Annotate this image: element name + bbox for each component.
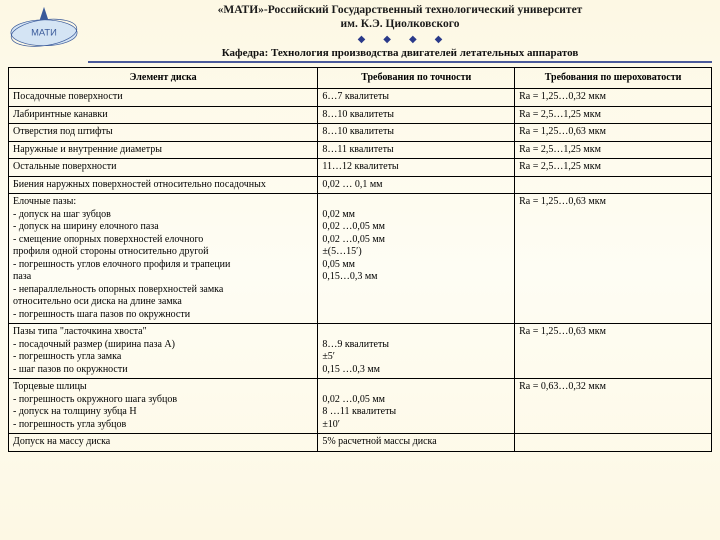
requirements-table: Элемент диска Требования по точности Тре… (8, 67, 712, 452)
department-name: Кафедра: Технология производства двигате… (88, 47, 712, 59)
table-cell: Биения наружных поверхностей относительн… (9, 176, 318, 194)
table-cell: Ra = 2,5…1,25 мкм (515, 159, 712, 177)
table-cell: Посадочные поверхности (9, 89, 318, 107)
table-row: Допуск на массу диска5% расчетной массы … (9, 434, 712, 452)
table-cell: 0,02 … 0,1 мм (318, 176, 515, 194)
table-cell: 8…9 квалитеты ±5′ 0,15 …0,3 мм (318, 324, 515, 379)
table-cell: 11…12 квалитеты (318, 159, 515, 177)
col-element: Элемент диска (9, 67, 318, 89)
logo-text: МАТИ (31, 28, 57, 38)
table-cell: Ra = 0,63…0,32 мкм (515, 379, 712, 434)
table-row: Посадочные поверхности6…7 квалитетыRa = … (9, 89, 712, 107)
table-cell: 6…7 квалитеты (318, 89, 515, 107)
table-cell: Отверстия под штифты (9, 124, 318, 142)
table-row: Отверстия под штифты8…10 квалитетыRa = 1… (9, 124, 712, 142)
col-precision: Требования по точности (318, 67, 515, 89)
table-cell (515, 176, 712, 194)
table-row: Елочные пазы: - допуск на шаг зубцов - д… (9, 194, 712, 324)
page-header: МАТИ «МАТИ»-Российский Государственный т… (0, 0, 720, 61)
decorative-diamonds: ◆◆◆◆ (106, 34, 712, 45)
university-name: «МАТИ»-Российский Государственный технол… (88, 4, 712, 32)
table-header-row: Элемент диска Требования по точности Тре… (9, 67, 712, 89)
header-text-block: «МАТИ»-Российский Государственный технол… (88, 4, 712, 59)
table-cell: 8…10 квалитеты (318, 124, 515, 142)
table-row: Наружные и внутренние диаметры8…11 квали… (9, 141, 712, 159)
table-cell: 8…11 квалитеты (318, 141, 515, 159)
table-cell: Остальные поверхности (9, 159, 318, 177)
table-cell: Торцевые шлицы - погрешность окружного ш… (9, 379, 318, 434)
col-roughness: Требования по шероховатости (515, 67, 712, 89)
table-cell: Ra = 2,5…1,25 мкм (515, 141, 712, 159)
table-cell: 0,02 мм 0,02 …0,05 мм 0,02 …0,05 мм ±(5…… (318, 194, 515, 324)
table-cell (515, 434, 712, 452)
table-row: Биения наружных поверхностей относительн… (9, 176, 712, 194)
table-cell: Ra = 1,25…0,63 мкм (515, 324, 712, 379)
table-cell: Лабиринтные канавки (9, 106, 318, 124)
table-cell: Наружные и внутренние диаметры (9, 141, 318, 159)
table-row: Пазы типа "ласточкина хвоста" - посадочн… (9, 324, 712, 379)
table-cell: Елочные пазы: - допуск на шаг зубцов - д… (9, 194, 318, 324)
header-rule (88, 61, 712, 63)
table-cell: Ra = 1,25…0,32 мкм (515, 89, 712, 107)
table-cell: 0,02 …0,05 мм 8 …11 квалитеты ±10′ (318, 379, 515, 434)
table-cell: 8…10 квалитеты (318, 106, 515, 124)
table-body: Посадочные поверхности6…7 квалитетыRa = … (9, 89, 712, 452)
table-row: Остальные поверхности11…12 квалитетыRa =… (9, 159, 712, 177)
table-cell: Ra = 2,5…1,25 мкм (515, 106, 712, 124)
table-cell: Допуск на массу диска (9, 434, 318, 452)
table-row: Лабиринтные канавки8…10 квалитетыRa = 2,… (9, 106, 712, 124)
table-cell: Ra = 1,25…0,63 мкм (515, 124, 712, 142)
table-row: Торцевые шлицы - погрешность окружного ш… (9, 379, 712, 434)
table-cell: 5% расчетной массы диска (318, 434, 515, 452)
table-cell: Пазы типа "ласточкина хвоста" - посадочн… (9, 324, 318, 379)
university-logo: МАТИ (8, 4, 80, 50)
table-cell: Ra = 1,25…0,63 мкм (515, 194, 712, 324)
